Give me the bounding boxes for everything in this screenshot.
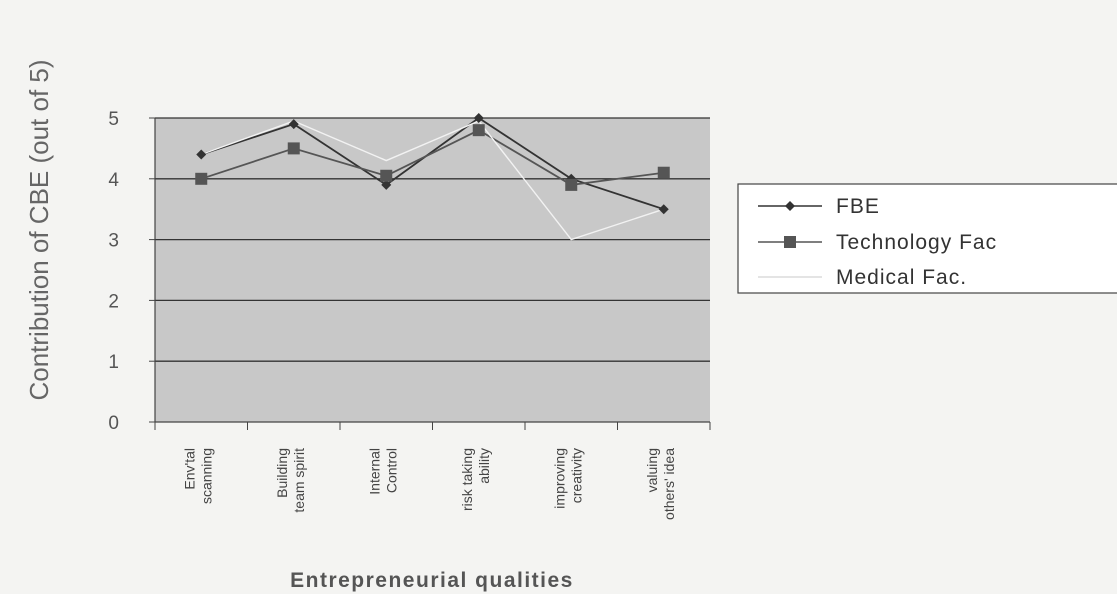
legend-label-fbe: FBE xyxy=(836,195,880,218)
legend-marker-technology xyxy=(784,236,796,248)
plot-area xyxy=(154,117,710,423)
y-axis-ticks: 0 1 2 3 4 5 xyxy=(108,109,155,434)
y-tick-label: 2 xyxy=(108,291,119,312)
legend-label-technology: Technology Fac xyxy=(836,231,997,254)
y-tick-label: 1 xyxy=(108,352,119,373)
x-category-label-line: team spirit xyxy=(291,448,307,513)
x-category-label-line: Building xyxy=(274,448,290,498)
y-tick-label: 5 xyxy=(108,109,119,130)
x-axis-categories: Env'tal scanning Building team spirit Intern… xyxy=(154,422,711,520)
legend-marker-fbe xyxy=(785,201,795,211)
x-category-label-line: risk taking xyxy=(459,448,475,511)
data-point-fbe xyxy=(658,204,669,215)
plot-background xyxy=(155,118,710,422)
legend: FBE Technology Fac Medical Fac. xyxy=(737,183,1117,294)
data-point-technology xyxy=(565,178,578,191)
x-category-label-line: Internal xyxy=(366,448,382,495)
data-point-technology xyxy=(472,124,485,137)
x-axis-title: Entrepreneurial qualities xyxy=(290,569,574,592)
x-category-label: improving creativity xyxy=(551,448,584,509)
series-lines xyxy=(195,113,670,241)
x-category-label-line: ability xyxy=(476,448,492,484)
data-point-fbe xyxy=(288,119,299,130)
data-point-fbe xyxy=(196,149,207,160)
x-category-label-line: scanning xyxy=(198,448,214,504)
x-category-label: Env'tal scanning xyxy=(181,448,214,504)
data-point-technology xyxy=(287,142,300,155)
x-category-label-line: others' idea xyxy=(661,448,677,520)
y-tick-label: 0 xyxy=(108,413,119,434)
x-category-label: Internal Control xyxy=(366,448,399,495)
x-category-label-line: improving xyxy=(551,448,567,509)
x-category-label: valuing others' idea xyxy=(644,448,677,520)
x-category-label-line: creativity xyxy=(568,448,584,503)
legend-label-medical: Medical Fac. xyxy=(836,266,967,289)
series-line-1 xyxy=(200,129,664,186)
x-category-label: Building team spirit xyxy=(274,448,307,513)
data-point-technology xyxy=(657,166,670,179)
legend-box xyxy=(737,183,1117,294)
y-axis-title: Contribution of CBE (out of 5) xyxy=(24,59,54,400)
series-line-0 xyxy=(200,116,665,211)
x-category-label-line: Env'tal xyxy=(181,448,197,490)
data-point-technology xyxy=(380,169,393,182)
y-tick-label: 3 xyxy=(108,231,119,252)
x-category-label-line: Control xyxy=(383,448,399,493)
x-category-label: risk taking ability xyxy=(459,448,492,511)
x-category-label-line: valuing xyxy=(644,448,660,492)
data-point-technology xyxy=(195,172,208,185)
data-point-fbe xyxy=(473,113,484,123)
data-point-fbe xyxy=(381,179,392,190)
series-line-2 xyxy=(201,120,664,241)
y-tick-label: 4 xyxy=(108,170,119,191)
